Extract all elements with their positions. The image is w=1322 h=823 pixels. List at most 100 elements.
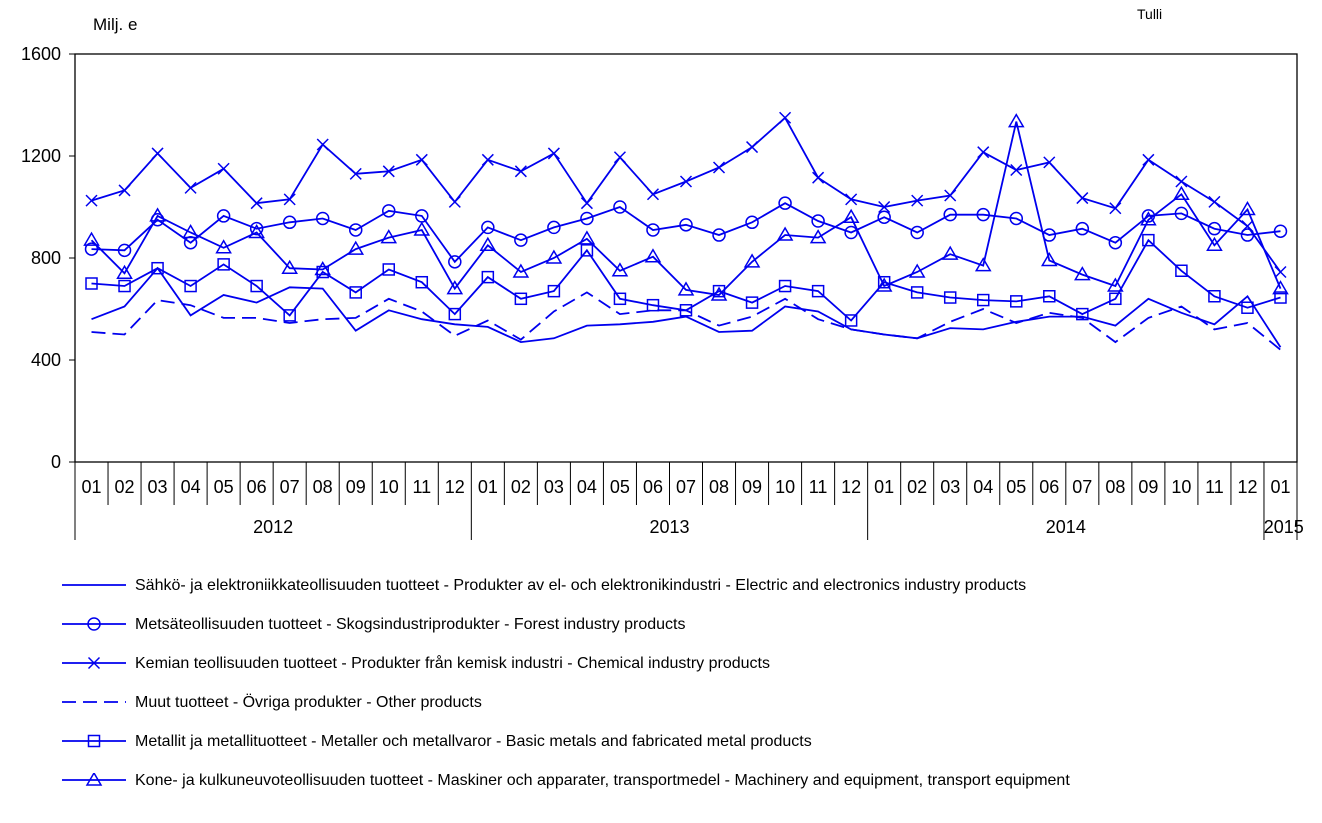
data-point xyxy=(646,188,660,201)
x-month-label: 04 xyxy=(973,477,993,497)
legend-item: Muut tuotteet - Övriga produkter - Other… xyxy=(62,687,1312,726)
series-line xyxy=(91,238,1281,322)
data-point xyxy=(149,207,166,222)
data-point xyxy=(877,210,891,224)
data-point xyxy=(547,284,561,298)
data-point xyxy=(281,259,298,274)
data-point xyxy=(1241,220,1254,233)
data-point xyxy=(547,147,560,160)
x-month-label: 08 xyxy=(313,477,333,497)
y-tick-label: 1200 xyxy=(21,146,61,166)
legend-marker xyxy=(87,734,101,748)
data-point xyxy=(1108,235,1123,250)
data-point xyxy=(910,286,924,299)
data-point xyxy=(85,194,98,207)
data-point xyxy=(118,184,131,197)
data-point xyxy=(1109,202,1122,215)
data-point xyxy=(118,279,131,293)
source-label: Tulli xyxy=(1137,6,1163,22)
data-point xyxy=(249,221,264,236)
y-tick-label: 1600 xyxy=(21,44,61,64)
data-point xyxy=(182,224,199,239)
data-point xyxy=(347,240,365,255)
data-point xyxy=(646,223,660,237)
data-point xyxy=(1010,295,1023,308)
legend-item: Metallit ja metallituotteet - Metaller o… xyxy=(62,726,1312,765)
x-month-label: 01 xyxy=(81,477,101,497)
data-point xyxy=(1007,113,1025,128)
data-point xyxy=(282,215,297,230)
data-point xyxy=(217,162,230,175)
data-point xyxy=(812,171,825,184)
data-point xyxy=(448,195,461,208)
legend-swatch xyxy=(62,656,126,670)
series-6 xyxy=(83,113,1289,301)
data-point xyxy=(250,197,263,210)
x-month-label: 12 xyxy=(1237,477,1257,497)
x-year-label: 2013 xyxy=(649,517,689,537)
data-point xyxy=(644,248,662,263)
data-point xyxy=(215,239,232,254)
x-month-label: 08 xyxy=(1105,477,1125,497)
data-point xyxy=(382,204,396,218)
x-year-label: 2014 xyxy=(1046,517,1086,537)
data-point xyxy=(1208,195,1221,208)
data-point xyxy=(1142,233,1155,247)
data-point xyxy=(1173,185,1190,200)
data-point xyxy=(248,224,265,239)
data-point xyxy=(842,208,860,223)
x-month-label: 01 xyxy=(478,477,498,497)
data-point xyxy=(976,293,990,307)
x-month-label: 07 xyxy=(1072,477,1092,497)
data-point xyxy=(1043,156,1056,169)
legend-swatch xyxy=(62,701,126,703)
data-point xyxy=(776,226,794,241)
series-line xyxy=(91,202,1281,264)
data-point xyxy=(908,263,926,278)
x-month-label: 01 xyxy=(1270,477,1290,497)
data-point xyxy=(611,262,629,277)
data-point xyxy=(151,261,164,275)
x-month-label: 03 xyxy=(940,477,960,497)
y-tick-label: 400 xyxy=(31,350,61,370)
data-point xyxy=(580,197,593,210)
data-point xyxy=(481,270,495,284)
data-point xyxy=(446,280,464,295)
data-point xyxy=(1142,153,1155,166)
y-tick-label: 0 xyxy=(51,452,61,472)
x-month-label: 12 xyxy=(445,477,465,497)
data-point xyxy=(943,207,957,222)
data-point xyxy=(151,147,164,160)
x-month-label: 10 xyxy=(1171,477,1191,497)
x-year-label: 2012 xyxy=(253,517,293,537)
data-point xyxy=(348,223,363,237)
x-month-label: 05 xyxy=(610,477,630,497)
data-point xyxy=(547,220,561,235)
data-point xyxy=(216,209,231,223)
legend-label: Muut tuotteet - Övriga produkter - Other… xyxy=(135,694,482,711)
data-point xyxy=(1274,265,1287,279)
data-point xyxy=(1273,224,1288,238)
data-point xyxy=(875,277,893,292)
data-point xyxy=(84,242,99,256)
data-point xyxy=(448,255,462,269)
data-point xyxy=(1076,307,1089,321)
data-point xyxy=(1175,175,1188,188)
data-point xyxy=(712,161,726,174)
data-point xyxy=(1207,221,1222,236)
data-point xyxy=(1239,201,1256,216)
data-point xyxy=(911,194,924,207)
data-point xyxy=(1208,290,1221,303)
data-point xyxy=(746,141,759,154)
data-point xyxy=(811,214,825,228)
data-point xyxy=(1175,264,1188,277)
data-point xyxy=(413,221,431,236)
x-month-label: 10 xyxy=(775,477,795,497)
legend-item: Sähkö- ja elektroniikkateollisuuden tuot… xyxy=(62,570,1312,609)
data-point xyxy=(316,138,329,151)
data-point xyxy=(844,314,858,327)
x-month-label: 10 xyxy=(379,477,399,497)
data-point xyxy=(910,225,924,240)
data-point xyxy=(976,207,990,222)
